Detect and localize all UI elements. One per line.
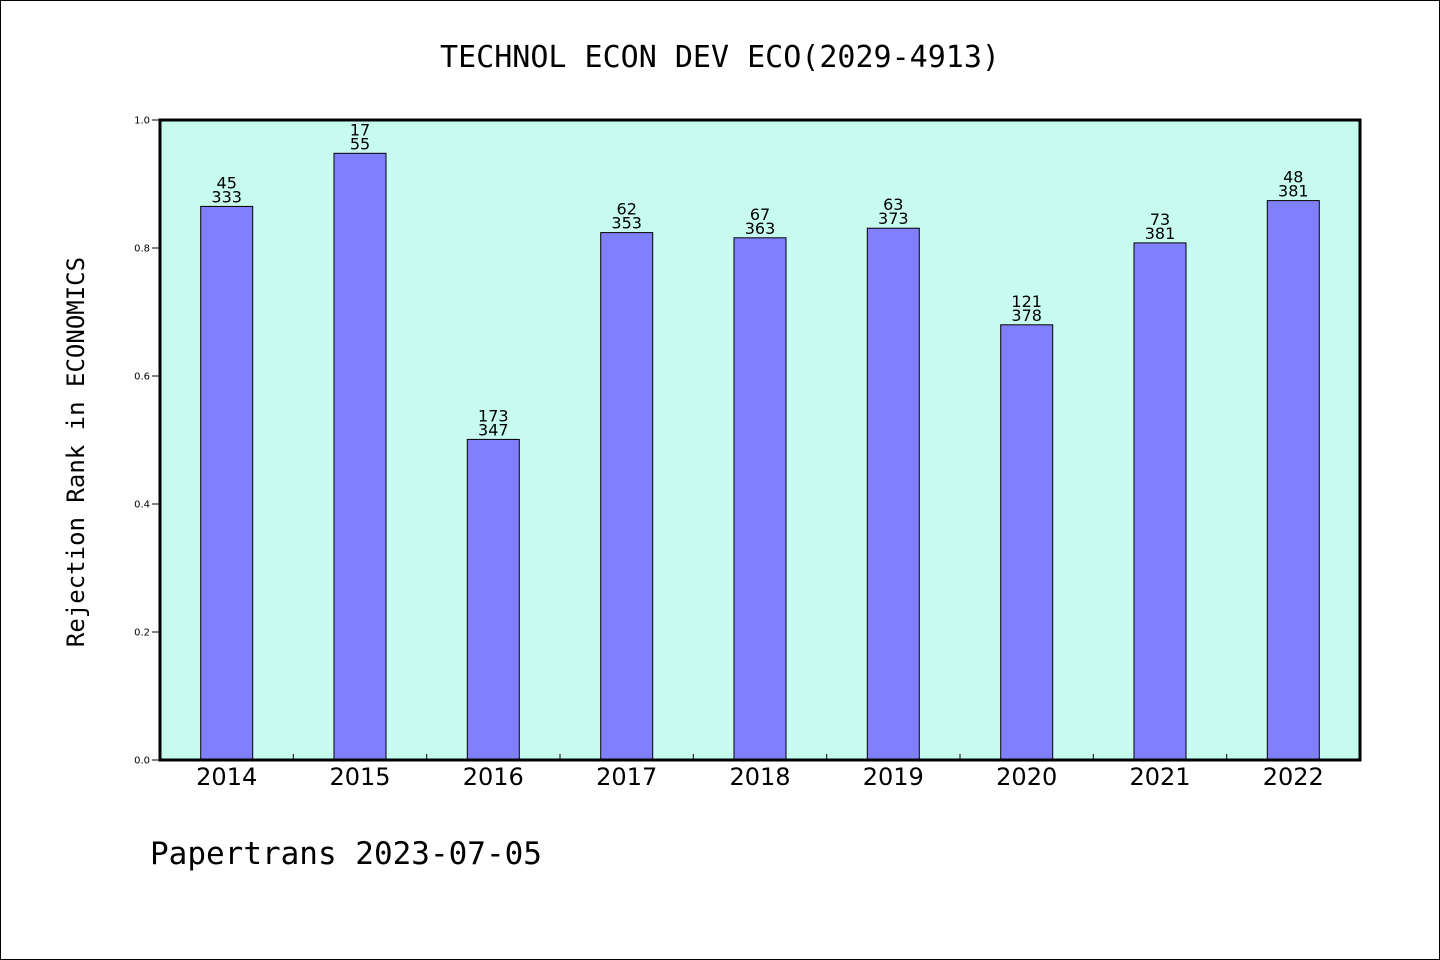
y-axis: 0.0 0.2 0.4 0.6 0.8 1.0	[134, 116, 160, 767]
bar-label-bottom-2022: 381	[1278, 182, 1309, 201]
x-tick-label-2014: 2014	[196, 763, 257, 791]
bar-label-bottom-2016: 347	[478, 420, 509, 439]
y-tick-label: 0.0	[134, 756, 150, 767]
bar-2016	[466, 438, 520, 761]
bar-label-bottom-2015: 55	[350, 134, 370, 153]
bar-label-bottom-2014: 333	[211, 187, 242, 206]
bar-label-top-2020: 121	[1011, 292, 1042, 311]
bar-label-top-2022: 48	[1283, 168, 1303, 187]
bar-label-bottom-2019: 373	[878, 209, 909, 228]
bar-label-bottom-2021: 381	[1145, 224, 1176, 243]
y-tick-label: 0.4	[134, 500, 150, 511]
bar-label-top-2016: 173	[478, 406, 509, 425]
bar-2014	[200, 205, 254, 761]
bar-label-top-2018: 67	[750, 205, 770, 224]
x-tick-label-2018: 2018	[729, 763, 790, 791]
bars-layer	[200, 152, 1320, 761]
bar-2015	[333, 152, 387, 761]
footer-text: Papertrans 2023-07-05	[150, 836, 542, 872]
bar-label-bottom-2017: 353	[611, 214, 642, 233]
chart-title: TECHNOL ECON DEV ECO(2029-4913)	[440, 40, 1000, 75]
y-tick-label: 0.8	[134, 244, 150, 255]
x-tick-label-2016: 2016	[463, 763, 524, 791]
bar-label-top-2015: 17	[350, 120, 370, 139]
y-tick-label: 0.6	[134, 372, 150, 383]
bar-2020	[1000, 324, 1054, 761]
x-tick-label-2017: 2017	[596, 763, 657, 791]
bar-label-bottom-2018: 363	[745, 219, 776, 238]
bar-2022	[1266, 200, 1320, 761]
y-tick-label: 1.0	[134, 116, 150, 127]
plot-border	[158, 118, 1362, 762]
x-axis: 2014 2015 2016 2017 2018 2019 2020 2021 2022	[196, 754, 1324, 791]
bar-label-bottom-2020: 378	[1011, 306, 1042, 325]
x-tick-label-2020: 2020	[996, 763, 1057, 791]
y-tick-label: 0.2	[134, 628, 150, 639]
x-tick-label-2022: 2022	[1263, 763, 1324, 791]
bar-label-top-2021: 73	[1150, 210, 1170, 229]
bar-label-top-2019: 63	[883, 195, 903, 214]
y-axis-label: Rejection Rank in ECONOMICS	[62, 257, 90, 647]
x-tick-label-2015: 2015	[329, 763, 390, 791]
bar-2021	[1133, 242, 1187, 761]
bar-2017	[600, 232, 654, 761]
bar-2019	[866, 227, 920, 761]
bar-label-top-2014: 45	[217, 173, 237, 192]
bar-label-top-2017: 62	[617, 200, 637, 219]
x-tick-label-2019: 2019	[863, 763, 924, 791]
x-tick-label-2021: 2021	[1129, 763, 1190, 791]
bar-2018	[733, 237, 787, 761]
